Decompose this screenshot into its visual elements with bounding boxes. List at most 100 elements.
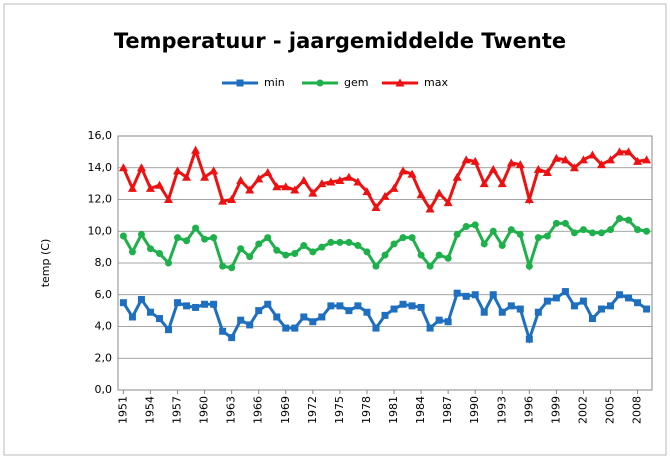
marker bbox=[155, 315, 163, 323]
marker bbox=[336, 238, 344, 246]
marker bbox=[353, 177, 363, 186]
marker bbox=[551, 153, 561, 162]
marker bbox=[228, 264, 236, 272]
marker bbox=[497, 179, 507, 188]
marker bbox=[588, 315, 596, 323]
marker bbox=[488, 164, 498, 173]
x-tick-label: 1978 bbox=[360, 396, 373, 424]
marker bbox=[417, 251, 425, 259]
marker bbox=[228, 334, 236, 342]
marker bbox=[145, 183, 155, 192]
marker bbox=[192, 224, 200, 232]
marker bbox=[390, 305, 398, 313]
marker bbox=[237, 245, 245, 253]
x-tick-label: 2002 bbox=[576, 396, 589, 424]
marker bbox=[453, 230, 461, 238]
marker bbox=[560, 155, 570, 164]
marker bbox=[146, 245, 154, 253]
marker bbox=[327, 238, 335, 246]
y-tick-label: 2,0 bbox=[95, 351, 113, 364]
marker bbox=[201, 235, 209, 243]
marker bbox=[345, 307, 353, 315]
marker bbox=[218, 196, 228, 205]
marker bbox=[264, 234, 272, 242]
marker bbox=[606, 155, 616, 164]
marker bbox=[480, 308, 488, 316]
marker bbox=[210, 300, 218, 308]
chart-frame bbox=[3, 3, 667, 456]
marker bbox=[570, 229, 578, 237]
marker bbox=[200, 172, 210, 181]
marker bbox=[607, 226, 615, 234]
marker bbox=[395, 78, 405, 87]
x-tick-label: 1975 bbox=[333, 396, 346, 424]
x-tick-label: 1984 bbox=[414, 396, 427, 424]
marker bbox=[597, 305, 605, 313]
marker bbox=[507, 302, 515, 310]
marker bbox=[291, 324, 299, 332]
marker bbox=[525, 335, 533, 343]
x-tick-label: 1960 bbox=[198, 396, 211, 424]
marker bbox=[237, 316, 245, 324]
marker bbox=[174, 234, 182, 242]
marker bbox=[561, 219, 569, 227]
marker bbox=[299, 175, 309, 184]
x-tick-label: 1963 bbox=[225, 396, 238, 424]
marker bbox=[399, 300, 407, 308]
marker bbox=[390, 240, 398, 248]
marker bbox=[533, 164, 543, 173]
marker bbox=[336, 302, 344, 310]
x-tick-label: 1990 bbox=[468, 396, 481, 424]
marker bbox=[444, 318, 452, 326]
marker bbox=[634, 299, 642, 307]
marker bbox=[246, 253, 254, 261]
marker bbox=[426, 324, 434, 332]
marker bbox=[210, 234, 218, 242]
marker bbox=[300, 313, 308, 321]
marker bbox=[489, 291, 497, 299]
marker bbox=[327, 302, 335, 310]
marker bbox=[452, 172, 462, 181]
x-tick-label: 1957 bbox=[171, 396, 184, 424]
x-tick-label: 1999 bbox=[549, 396, 562, 424]
marker bbox=[236, 79, 244, 87]
marker bbox=[273, 246, 281, 254]
marker bbox=[317, 179, 327, 188]
x-tick-label: 1981 bbox=[387, 396, 400, 424]
y-tick-label: 14,0 bbox=[88, 161, 113, 174]
marker bbox=[255, 307, 263, 315]
marker bbox=[425, 204, 435, 213]
marker bbox=[128, 313, 136, 321]
marker bbox=[417, 303, 425, 311]
marker bbox=[426, 262, 434, 270]
marker bbox=[209, 166, 219, 175]
legend-label: gem bbox=[344, 76, 368, 89]
marker bbox=[516, 305, 524, 313]
marker bbox=[318, 313, 326, 321]
marker bbox=[372, 324, 380, 332]
marker bbox=[498, 242, 506, 250]
y-tick-label: 4,0 bbox=[95, 320, 113, 333]
legend-label: max bbox=[424, 76, 448, 89]
marker bbox=[326, 177, 336, 186]
marker bbox=[616, 215, 624, 223]
marker bbox=[471, 291, 479, 299]
marker bbox=[443, 198, 453, 207]
marker bbox=[643, 227, 651, 235]
marker bbox=[254, 174, 264, 183]
y-tick-label: 0,0 bbox=[95, 383, 113, 396]
marker bbox=[624, 147, 634, 156]
marker bbox=[633, 156, 643, 165]
marker bbox=[335, 175, 345, 184]
marker bbox=[399, 234, 407, 242]
marker bbox=[578, 155, 588, 164]
marker bbox=[236, 175, 246, 184]
y-tick-label: 12,0 bbox=[88, 193, 113, 206]
marker bbox=[524, 195, 534, 203]
marker bbox=[507, 226, 515, 234]
marker bbox=[363, 308, 371, 316]
marker bbox=[136, 163, 146, 172]
x-tick-label: 1954 bbox=[143, 396, 156, 424]
marker bbox=[543, 232, 551, 240]
